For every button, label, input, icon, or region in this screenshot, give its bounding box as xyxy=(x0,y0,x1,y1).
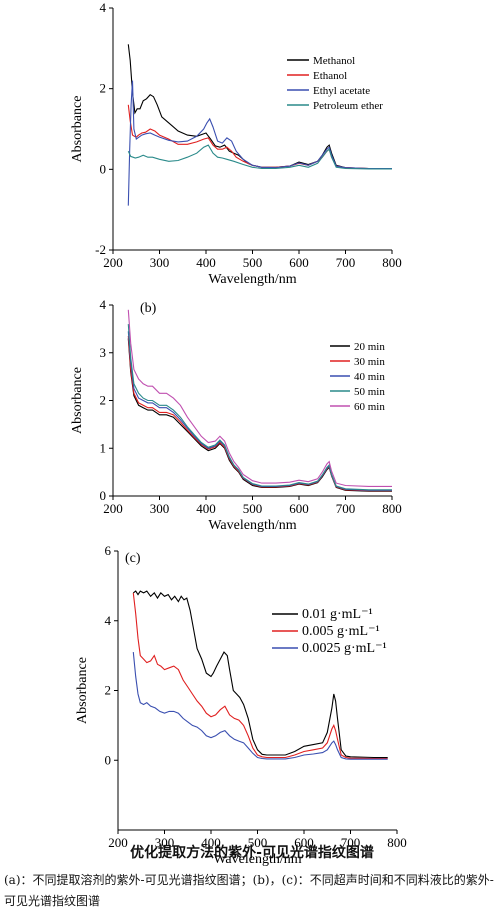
legend-label: 0.01 g·mL⁻¹ xyxy=(302,607,373,622)
y-tick-label: 0 xyxy=(105,752,112,767)
x-tick-label: 700 xyxy=(336,255,356,270)
y-tick-label: 4 xyxy=(105,613,112,628)
series-line-3 xyxy=(127,331,392,491)
x-tick-label: 200 xyxy=(108,835,128,850)
x-tick-label: 500 xyxy=(243,501,263,516)
series-line-2 xyxy=(127,335,392,492)
x-tick-label: 300 xyxy=(150,255,170,270)
series-line-3 xyxy=(132,652,388,760)
x-tick-label: 700 xyxy=(336,501,356,516)
chart-panel-1: 200 300 400 500 600 700 800 -2 0 2 4 Wavelength/nm A… xyxy=(70,0,402,287)
x-tick-label: 500 xyxy=(248,835,268,850)
series-line-2 xyxy=(132,592,388,760)
legend-label: Ethanol xyxy=(313,70,347,82)
legend-label: 60 min xyxy=(354,401,385,413)
y-axis-title: Absorbance xyxy=(75,657,90,724)
figure-caption-title: 优化提取方法的紫外-可见光谱指纹图谱 xyxy=(130,845,374,861)
y-axis-title: Absorbance xyxy=(70,96,85,163)
x-tick-label: 800 xyxy=(382,255,402,270)
panel-label: (c) xyxy=(125,551,141,566)
figure-caption-body: (a)：不同提取溶剂的紫外-可见光谱指纹图谱；(b)，(c)：不同超声时间和不同… xyxy=(4,873,494,908)
x-axis-title: Wavelength/nm xyxy=(213,852,301,867)
legend-label: Methanol xyxy=(313,55,355,67)
y-tick-label: 0 xyxy=(100,161,107,176)
x-tick-label: 600 xyxy=(289,501,309,516)
legend-label: 20 min xyxy=(354,341,385,353)
y-tick-label: 1 xyxy=(100,440,107,455)
series-line-1 xyxy=(132,590,388,759)
x-tick-label: 200 xyxy=(103,255,123,270)
legend-label: 40 min xyxy=(354,371,385,383)
x-tick-label: 600 xyxy=(289,255,309,270)
y-tick-label: 4 xyxy=(100,297,107,312)
chart-panel-2: 200 300 400 500 600 700 800 0 1 2 3 4 Wavelength/nm A… xyxy=(70,297,402,533)
panel-label: (b) xyxy=(140,301,157,316)
legend-label: 0.005 g·mL⁻¹ xyxy=(302,624,380,639)
y-tick-label: 2 xyxy=(100,393,107,408)
x-tick-label: 700 xyxy=(341,835,361,850)
x-tick-label: 400 xyxy=(196,255,216,270)
chart-panel-3: 200 300 400 500 600 700 800 0 2 4 6 Wavelength/nm Ab… xyxy=(75,543,407,867)
x-tick-label: 500 xyxy=(243,255,263,270)
x-tick-label: 600 xyxy=(294,835,314,850)
x-axis-title: Wavelength/nm xyxy=(208,272,296,287)
y-tick-label: -2 xyxy=(95,242,106,257)
series-line-3 xyxy=(127,80,392,206)
series-line-1 xyxy=(127,338,392,492)
y-tick-label: 0 xyxy=(100,488,107,503)
x-tick-label: 400 xyxy=(201,835,221,850)
y-tick-label: 4 xyxy=(100,0,107,15)
legend-label: 0.0025 g·mL⁻¹ xyxy=(302,641,387,656)
series-line-4 xyxy=(127,324,392,491)
x-tick-label: 200 xyxy=(103,501,123,516)
legend-label: Petroleum ether xyxy=(313,100,383,112)
y-tick-label: 2 xyxy=(105,683,112,698)
x-tick-label: 300 xyxy=(150,501,170,516)
x-tick-label: 800 xyxy=(382,501,402,516)
series-line-4 xyxy=(127,144,392,170)
y-tick-label: 2 xyxy=(100,81,107,96)
legend-label: 50 min xyxy=(354,386,385,398)
x-tick-label: 800 xyxy=(387,835,407,850)
y-tick-label: 3 xyxy=(100,345,107,360)
legend-label: Ethyl acetate xyxy=(313,85,370,97)
x-axis-title: Wavelength/nm xyxy=(208,518,296,533)
x-tick-label: 300 xyxy=(155,835,175,850)
legend-label: 30 min xyxy=(354,356,385,368)
y-axis-title: Absorbance xyxy=(70,367,85,434)
series-line-2 xyxy=(127,104,392,170)
x-tick-label: 400 xyxy=(196,501,216,516)
y-tick-label: 6 xyxy=(105,543,112,558)
series-line-5 xyxy=(127,309,392,487)
